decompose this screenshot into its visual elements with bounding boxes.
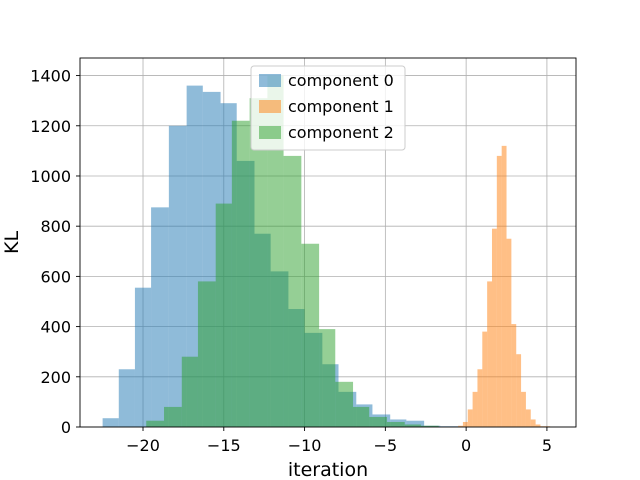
histogram-bar-component-1 <box>462 421 468 427</box>
x-tick-label: −20 <box>126 436 160 455</box>
y-tick-label: 400 <box>40 318 71 337</box>
legend-swatch <box>259 100 281 113</box>
histogram-bar-component-1 <box>458 425 463 427</box>
x-tick-label: 0 <box>461 436 471 455</box>
histogram-bar-component-1 <box>521 391 526 427</box>
histogram-bar-component-2 <box>215 203 232 427</box>
histogram-bar-component-0 <box>168 125 187 427</box>
histogram-bar-component-1 <box>516 354 522 427</box>
histogram-bar-component-0 <box>406 420 425 427</box>
y-tick-label: 1200 <box>30 117 71 136</box>
histogram-bar-component-0 <box>118 369 135 427</box>
legend-label: component 1 <box>288 97 394 116</box>
x-tick-label: −15 <box>207 436 241 455</box>
histogram-bar-component-2 <box>319 329 336 427</box>
axes-frame <box>79 57 577 428</box>
y-tick-label: 800 <box>40 217 71 236</box>
histogram-bar-component-2 <box>404 424 421 427</box>
histogram-bar-component-1 <box>525 409 531 427</box>
histogram-bar-component-0 <box>102 418 119 427</box>
histogram-bar-component-0 <box>134 287 152 427</box>
x-tick-label: −5 <box>374 436 398 455</box>
histogram-bar-component-2 <box>197 281 216 427</box>
histogram-bar-component-1 <box>530 419 536 427</box>
histogram-bar-component-1 <box>506 238 512 427</box>
histogram-bar-component-1 <box>496 155 502 428</box>
legend: component 0 component 1 component 2 <box>250 65 406 151</box>
histogram-bar-component-2 <box>164 406 182 427</box>
histogram-bar-component-1 <box>472 391 478 427</box>
y-tick-label: 1000 <box>30 167 71 186</box>
histogram-bar-component-1 <box>482 331 488 427</box>
histogram-bar-component-2 <box>249 98 268 427</box>
legend-swatch <box>259 126 281 139</box>
histogram-bar-component-2 <box>335 381 354 427</box>
histogram-bar-component-1 <box>511 324 517 427</box>
histogram-bar-component-1 <box>535 424 541 427</box>
histogram-bar-component-1 <box>477 369 483 427</box>
legend-swatch <box>259 74 281 87</box>
ticks: −20 −15 −10 −5 0 5 0 200 400 600 800 1000 1200 1400 <box>30 67 552 455</box>
histogram-bar-component-2 <box>386 421 405 427</box>
legend-label: component 2 <box>288 123 394 142</box>
histogram-bar-component-2 <box>420 425 439 427</box>
y-axis-label: KL <box>1 231 23 254</box>
histogram-bar-component-2 <box>301 243 320 427</box>
x-tick-label: 5 <box>542 436 552 455</box>
x-tick-label: −10 <box>288 436 322 455</box>
legend-box <box>250 65 406 151</box>
histogram-bar-component-1 <box>501 145 507 427</box>
histogram-bar-component-1 <box>491 228 497 427</box>
histogram-bar-component-2 <box>146 420 165 427</box>
histogram-bar-component-1 <box>487 281 492 427</box>
histogram-bar-component-1 <box>467 409 473 427</box>
y-tick-label: 1400 <box>30 67 71 86</box>
histogram-bar-component-2 <box>231 120 250 428</box>
y-tick-label: 0 <box>61 418 71 437</box>
y-tick-label: 600 <box>40 267 71 286</box>
histogram-bar-component-2 <box>369 416 387 427</box>
histogram-bar-component-2 <box>353 406 370 427</box>
x-axis-label: iteration <box>288 459 368 480</box>
bars <box>102 75 551 428</box>
legend-label: component 0 <box>288 71 394 90</box>
histogram-bar-component-2 <box>181 356 198 427</box>
y-tick-label: 200 <box>40 368 71 387</box>
histogram-bar-component-2 <box>283 155 302 428</box>
histogram-bar-component-2 <box>267 75 284 428</box>
histogram-bar-component-0 <box>151 207 169 427</box>
